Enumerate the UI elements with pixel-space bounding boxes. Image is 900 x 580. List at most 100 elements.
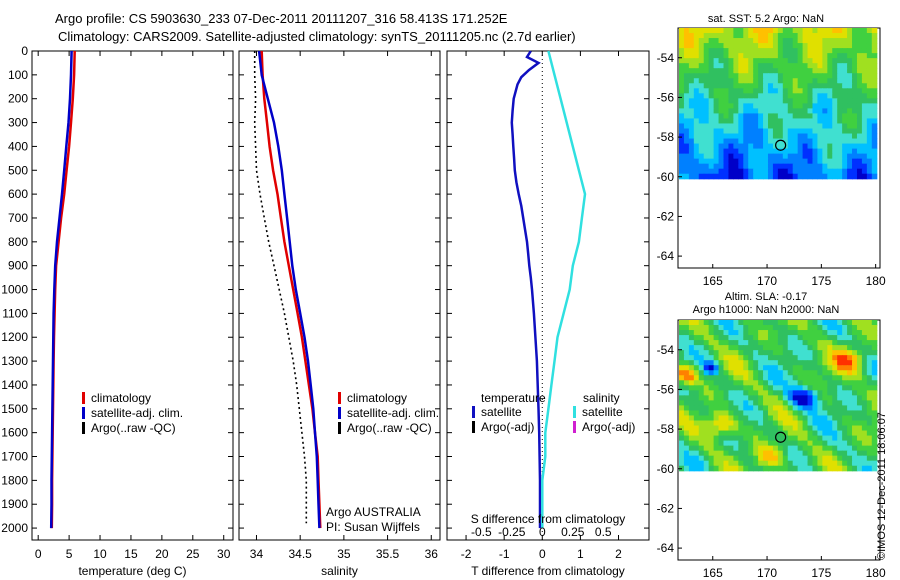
sst-map-cell	[866, 98, 873, 104]
sla-map-cell	[847, 440, 853, 447]
sst-map-cell	[718, 78, 725, 84]
sst-map-cell	[753, 28, 759, 34]
sst-map-cell	[812, 138, 819, 145]
sla-map-cell	[723, 355, 730, 361]
difference-s-tick-label: 0.25	[561, 525, 585, 539]
sst-map-cell	[748, 143, 754, 150]
sla-map-xtick-label: 170	[757, 566, 777, 580]
sst-map-cell	[688, 158, 695, 165]
sla-map-cell	[708, 405, 715, 412]
sst-map-cell	[832, 83, 838, 89]
sst-map-cell	[847, 143, 853, 150]
sst-map-cell	[688, 143, 695, 150]
sla-map-cell	[792, 365, 799, 371]
sst-map-cell	[807, 53, 814, 59]
sst-map-cell	[728, 168, 734, 175]
sst-map-ytick-label: -56	[657, 90, 675, 104]
sst-map-cell	[688, 153, 695, 160]
sla-map-cell	[871, 430, 878, 437]
sst-map-cell	[822, 53, 828, 59]
sst-map-cell	[743, 63, 749, 69]
sla-map-cell	[698, 440, 705, 447]
sla-map-cell	[738, 320, 744, 326]
sst-map-cell	[777, 78, 784, 84]
sst-map-cell	[866, 123, 873, 130]
sst-map-cell	[698, 53, 705, 59]
sst-map-cell	[723, 88, 730, 94]
sst-map-cell	[802, 138, 809, 145]
sst-map-cell	[772, 168, 779, 175]
sst-map-cell	[753, 78, 759, 84]
sla-map-cell	[797, 400, 804, 407]
sla-map-cell	[856, 395, 863, 401]
sla-map-cell	[792, 335, 799, 341]
sst-map-xtick-label: 180	[866, 274, 886, 288]
sla-map-cell	[758, 385, 764, 391]
sla-map-cell	[743, 420, 749, 427]
sst-map-cell	[812, 168, 819, 175]
sst-map-cell	[777, 113, 784, 120]
sst-map-cell	[753, 173, 759, 180]
sla-map-cell	[683, 390, 690, 396]
sla-map-cell	[733, 385, 739, 391]
sst-map-cell	[767, 158, 774, 165]
sst-map-cell	[767, 43, 774, 49]
sst-map-cell	[683, 83, 690, 89]
sst-map-cell	[683, 98, 690, 104]
sst-map-cell	[693, 148, 700, 155]
sst-map-cell	[832, 93, 838, 99]
sst-map-cell	[861, 123, 868, 130]
sst-map-cell	[787, 118, 794, 125]
sla-map-cell	[723, 405, 730, 412]
sst-map-cell	[802, 128, 809, 135]
sla-map-cell	[703, 410, 710, 417]
sst-map-cell	[822, 88, 828, 94]
sst-map-cell	[758, 143, 764, 150]
sla-map-cell	[782, 365, 789, 371]
sla-map-cell	[802, 420, 809, 427]
sst-map-cell	[708, 173, 715, 180]
sla-map-cell	[743, 325, 749, 331]
sla-map-cell	[837, 345, 843, 351]
sst-map-cell	[728, 153, 734, 160]
sla-map-cell	[693, 360, 700, 366]
sst-map-cell	[688, 128, 695, 135]
sla-map-cell	[753, 405, 759, 412]
sst-map-cell	[698, 103, 705, 109]
sst-map-cell	[856, 133, 863, 140]
sst-map-cell	[738, 78, 744, 84]
sst-map-cell	[753, 138, 759, 145]
sla-map-cell	[733, 405, 739, 412]
sst-map-cell	[782, 93, 789, 99]
sla-map-cell	[733, 360, 739, 366]
sla-map-cell	[698, 405, 705, 412]
sla-map-cell	[847, 455, 853, 462]
sla-map-cell	[679, 415, 685, 422]
sst-map-cell	[772, 93, 779, 99]
sla-map-cell	[763, 420, 769, 427]
sst-map-cell	[743, 43, 749, 49]
sla-map-cell	[723, 415, 730, 422]
sla-map-cell	[832, 340, 838, 346]
sst-map-cell	[817, 123, 823, 130]
sst-map-cell	[733, 58, 739, 64]
sst-map-cell	[763, 53, 769, 59]
sla-map-cell	[758, 380, 764, 386]
sst-map-cell	[827, 33, 833, 39]
sla-map-cell	[822, 320, 828, 326]
sst-map-cell	[787, 98, 794, 104]
sst-map-cell	[797, 78, 804, 84]
sla-map-cell	[837, 415, 843, 422]
sst-map-cell	[733, 63, 739, 69]
sst-map-cell	[693, 153, 700, 160]
temperature-ytick-label: 300	[8, 116, 28, 130]
sla-map-cell	[871, 330, 878, 336]
sst-map-cell	[733, 153, 739, 160]
sla-map-cell	[777, 320, 784, 326]
sst-map-cell	[683, 173, 690, 180]
sst-map-cell	[728, 43, 734, 49]
sst-map-cell	[708, 88, 715, 94]
sst-map-cell	[827, 118, 833, 125]
sst-map-cell	[787, 138, 794, 145]
sla-map-cell	[748, 385, 754, 391]
